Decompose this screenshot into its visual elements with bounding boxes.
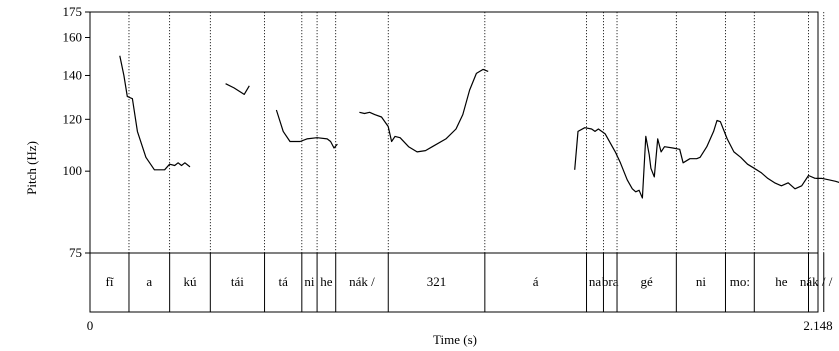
segment-label: ni (304, 274, 315, 289)
pitch-curve-segment (359, 68, 489, 153)
y-tick-label: 120 (63, 111, 83, 126)
segment-boundaries (128, 12, 825, 312)
segment-label: 321 (427, 274, 447, 289)
tick-labels: 75 100 120 140 160 175 0 2.148 (63, 4, 833, 333)
segment-label: tái (231, 274, 244, 289)
pitch-curve-segment (275, 109, 338, 149)
plot-frame (89, 11, 819, 313)
pitch-curve-segment (574, 119, 816, 199)
segment-label: á (533, 274, 539, 289)
x-tick-label: 0 (87, 318, 94, 333)
pitch-curve-segment (225, 83, 250, 95)
segment-label: gé (641, 274, 654, 289)
axes (85, 11, 819, 313)
segment-label: nák / (349, 274, 375, 289)
segment-label: na (589, 274, 602, 289)
segment-label: mo: (730, 274, 750, 289)
pitch-curve (119, 55, 839, 199)
y-tick-label: 100 (63, 163, 83, 178)
y-axis-label: Pitch (Hz) (24, 141, 39, 195)
pitch-curve-segment (815, 177, 839, 183)
segment-label: tá (278, 274, 288, 289)
y-tick-label: 160 (63, 29, 83, 44)
pitch-curve-segment (119, 55, 191, 171)
segment-label: a (146, 274, 152, 289)
segment-label: nák / / (800, 274, 833, 289)
y-tick-label: 75 (69, 245, 82, 260)
x-tick-label: 2.148 (803, 318, 832, 333)
y-tick-label: 140 (63, 67, 83, 82)
y-tick-label: 175 (63, 4, 83, 19)
x-axis-label: Time (s) (433, 332, 477, 347)
segment-label: fĩ (106, 274, 114, 289)
segment-label: he (320, 274, 333, 289)
segment-label: bra (602, 274, 619, 289)
segment-label: ni (696, 274, 707, 289)
annotation-tier: fĩ a kú tái tá ni he nák /321 á na bra gé ni mo: he nák… (106, 274, 833, 289)
segment-label: he (775, 274, 788, 289)
segment-label: kú (183, 274, 197, 289)
